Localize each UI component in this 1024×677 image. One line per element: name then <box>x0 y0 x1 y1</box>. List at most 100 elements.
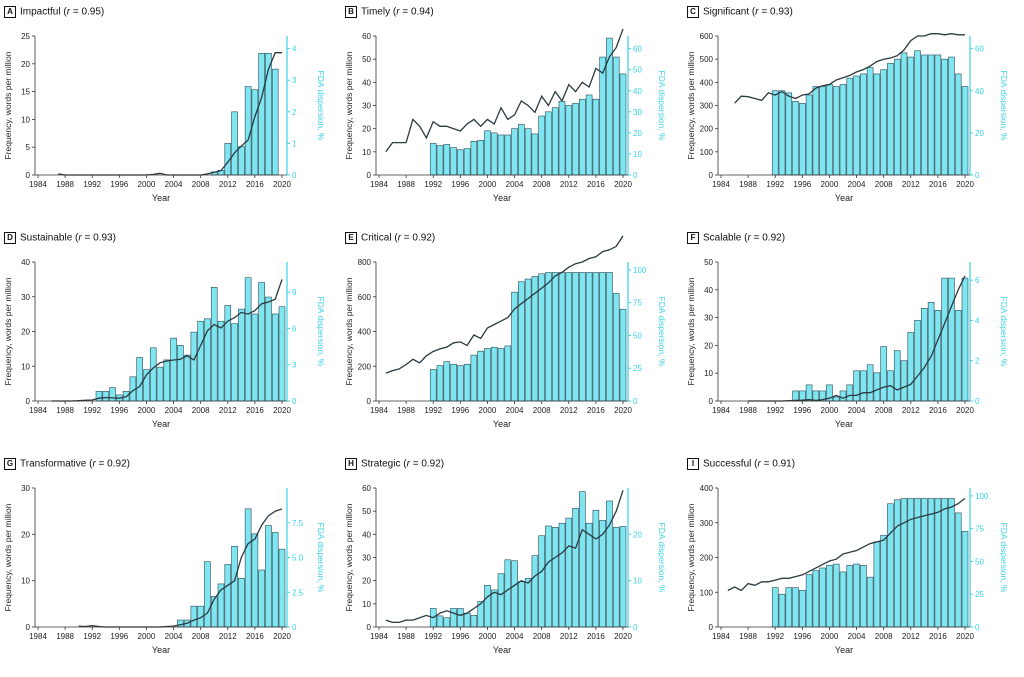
bar-2004 <box>853 563 860 628</box>
bar-2017 <box>941 277 948 402</box>
bar-1998 <box>812 86 820 176</box>
bar-1995 <box>792 100 799 176</box>
y-tick-label: 0 <box>367 397 372 406</box>
x-axis-label: Year <box>152 419 170 429</box>
y-tick-label: 40 <box>362 78 371 87</box>
x-tick-label: 2020 <box>956 632 974 641</box>
bar-2015 <box>244 277 252 402</box>
bar-2014 <box>921 498 928 628</box>
bar-2011 <box>900 498 908 628</box>
bar-1998 <box>812 390 820 402</box>
bar-1998 <box>470 615 478 628</box>
frequency-line <box>385 490 624 624</box>
bar-2015 <box>585 94 593 176</box>
bar-2003 <box>504 134 512 176</box>
x-tick-label: 1992 <box>424 632 442 641</box>
x-tick-label: 2008 <box>533 632 551 641</box>
bar-2009 <box>887 503 894 628</box>
y-tick-label: 100 <box>700 588 714 597</box>
bar-2018 <box>265 296 272 402</box>
bar-2003 <box>163 359 171 402</box>
y2-tick-label: 20 <box>633 530 642 539</box>
bar-2010 <box>551 107 559 176</box>
bar-2008 <box>197 320 204 402</box>
bar-2019 <box>271 532 279 628</box>
x-tick-label: 1992 <box>766 406 784 415</box>
bar-2019 <box>612 527 620 628</box>
x-tick-label: 2020 <box>956 180 974 189</box>
y-axis-label: Frequency, words per million <box>686 277 696 385</box>
bar-2012 <box>907 332 915 402</box>
y-tick-label: 600 <box>358 293 372 302</box>
y-tick-label: 25 <box>21 32 30 41</box>
bar-1998 <box>470 354 478 402</box>
bar-2014 <box>921 308 928 402</box>
bar-2001 <box>490 346 498 402</box>
x-tick-label: 1996 <box>451 406 469 415</box>
bar-2019 <box>954 512 962 628</box>
y-tick-label: 15 <box>21 88 30 97</box>
bar-2015 <box>927 54 935 176</box>
y2-tick-label: 5.0 <box>292 554 304 563</box>
bar-1999 <box>477 139 484 176</box>
bar-2013 <box>231 111 238 176</box>
x-tick-label: 2020 <box>956 406 974 415</box>
y-tick-label: 10 <box>362 148 371 157</box>
y-tick-label: 100 <box>700 148 714 157</box>
x-tick-label: 2004 <box>165 406 183 415</box>
x-tick-label: 2000 <box>138 180 156 189</box>
bar-2011 <box>900 360 908 402</box>
bar-2002 <box>839 84 847 176</box>
bar-2001 <box>832 563 840 628</box>
y-tick-label: 0 <box>26 171 31 180</box>
bar-2011 <box>558 522 566 628</box>
frequency-line <box>385 235 624 374</box>
bar-2006 <box>524 578 532 628</box>
bar-2003 <box>504 345 512 402</box>
bar-1997 <box>805 574 813 628</box>
x-tick-label: 1992 <box>424 180 442 189</box>
x-tick-label: 2016 <box>587 406 605 415</box>
panel-letter: I <box>687 458 699 470</box>
y-tick-label: 50 <box>704 258 713 267</box>
y-tick-label: 20 <box>21 328 30 337</box>
bar-2013 <box>914 320 921 402</box>
x-tick-label: 2008 <box>875 180 893 189</box>
x-tick-label: 1992 <box>766 632 784 641</box>
bar-2014 <box>579 272 586 402</box>
x-tick-label: 2020 <box>273 632 291 641</box>
bar-2010 <box>210 596 218 628</box>
frequency-line <box>385 28 624 153</box>
bar-2019 <box>271 68 279 176</box>
bar-2015 <box>585 272 593 402</box>
bar-2016 <box>934 310 942 402</box>
panel-title: E Critical (r = 0.92) <box>345 232 435 244</box>
bar-2020 <box>619 73 627 176</box>
bar-1998 <box>470 141 478 176</box>
bar-2017 <box>941 58 948 176</box>
y2-axis-label: FDA dispersion, % <box>657 71 667 141</box>
y2-tick-label: 10 <box>633 577 642 586</box>
y2-tick-label: 2.5 <box>292 588 304 597</box>
x-axis-label: Year <box>493 645 511 655</box>
bar-2019 <box>954 73 962 176</box>
panel-word: Timely <box>361 6 393 18</box>
panel-g: G Transformative (r = 0.92) 0 10 20 30 Frequen… <box>0 452 341 677</box>
bar-1994 <box>102 391 110 402</box>
bar-2017 <box>599 272 606 402</box>
y2-tick-label: 2 <box>292 108 297 117</box>
bar-2006 <box>866 576 874 628</box>
bar-1992 <box>771 587 779 628</box>
x-tick-label: 2012 <box>902 180 920 189</box>
y-tick-label: 0 <box>709 171 714 180</box>
bar-2008 <box>880 69 887 176</box>
bar-2010 <box>551 272 559 402</box>
x-tick-label: 1988 <box>56 632 74 641</box>
x-tick-label: 1988 <box>397 632 415 641</box>
r-value: = 0.93) <box>758 6 793 18</box>
x-tick-label: 2020 <box>614 406 632 415</box>
panel-d: D Sustainable (r = 0.93) 0 10 20 30 40 Frequenc… <box>0 226 341 451</box>
bar-2020 <box>619 526 627 628</box>
bar-2008 <box>880 346 887 402</box>
bar-1993 <box>95 391 103 402</box>
